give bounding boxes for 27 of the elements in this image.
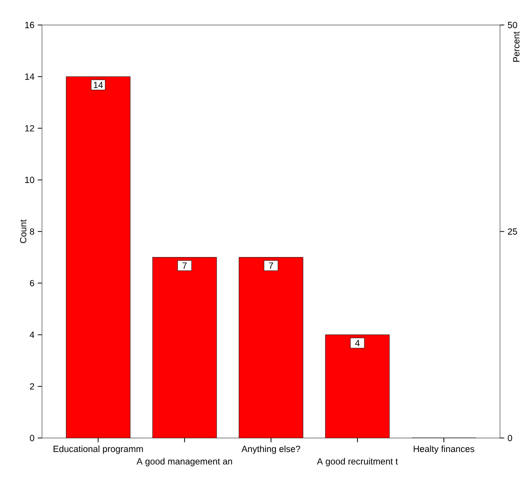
y2-axis-title: Percent xyxy=(513,32,520,62)
bar xyxy=(325,334,390,438)
y-tick-label: 10 xyxy=(25,176,34,184)
data-label: 7 xyxy=(182,262,187,269)
y-tick-label: 14 xyxy=(25,74,34,80)
y2-tick-label: 25 xyxy=(508,228,518,235)
y-tick-label: 6 xyxy=(30,280,34,286)
y-tick-label: 16 xyxy=(25,22,34,28)
data-label: 4 xyxy=(355,340,360,346)
x-tick-label: A good management an xyxy=(136,458,232,466)
x-tick-label: Educational programm xyxy=(54,445,143,454)
x-tick-label: Healty finances xyxy=(414,445,474,454)
x-tick-label: Anything else? xyxy=(242,445,300,454)
y-tick-label: 2 xyxy=(30,383,34,390)
y-axis-title: Count xyxy=(20,220,26,244)
y-tick-label: 8 xyxy=(30,228,34,235)
y-tick-label: 0 xyxy=(30,434,34,442)
y2-tick-label: 50 xyxy=(508,22,518,28)
y-tick-label: 12 xyxy=(25,125,34,132)
bar xyxy=(239,257,304,438)
data-label: 14 xyxy=(94,82,103,88)
bar xyxy=(152,257,217,438)
bar xyxy=(66,76,130,438)
x-tick-label: A good recruitment t xyxy=(316,458,398,466)
y-tick-label: 4 xyxy=(30,332,34,338)
data-label: 7 xyxy=(268,262,274,269)
y2-tick-label: 0 xyxy=(508,434,512,442)
